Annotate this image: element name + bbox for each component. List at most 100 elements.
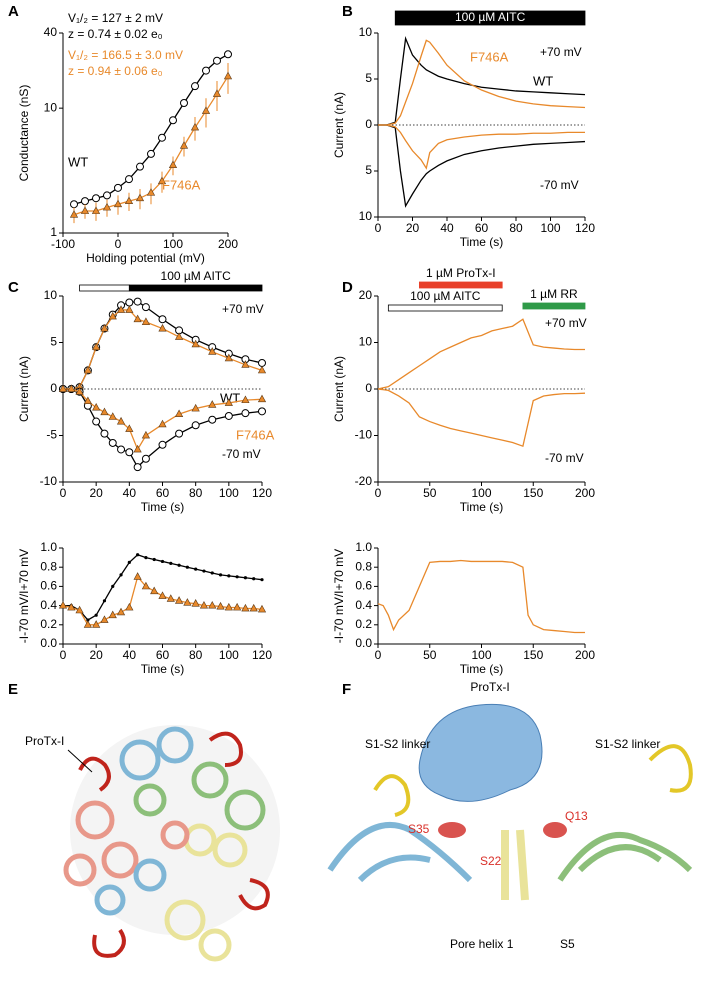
- x-tick-label: 40: [440, 221, 454, 235]
- x-tick-label: 60: [156, 648, 170, 662]
- marker: [108, 311, 117, 320]
- treatment-label: 1 µM RR: [530, 287, 578, 301]
- marker: [252, 577, 256, 581]
- marker: [116, 305, 126, 313]
- marker: [94, 613, 98, 617]
- treatment-bar: [387, 304, 503, 312]
- y-tick-label: 5: [365, 163, 372, 177]
- marker: [158, 315, 167, 324]
- y-tick-label: -10: [355, 428, 373, 442]
- y-axis-label: Conductance (nS): [17, 85, 31, 182]
- marker: [125, 424, 134, 432]
- marker: [92, 402, 101, 411]
- marker: [133, 572, 142, 580]
- marker: [133, 297, 142, 306]
- marker: [146, 188, 156, 196]
- y-tick-label: 0.6: [40, 579, 57, 593]
- marker: [116, 607, 126, 616]
- marker: [175, 429, 184, 438]
- treatment-label: 100 µM AITC: [410, 289, 481, 303]
- marker: [180, 98, 188, 107]
- structure-label: S1-S2 linker: [365, 737, 430, 751]
- y-tick-label: 0.4: [40, 598, 57, 612]
- marker: [108, 412, 117, 420]
- marker: [158, 591, 167, 599]
- treatment-bar: [128, 284, 263, 292]
- marker: [83, 620, 92, 628]
- x-tick-label: -100: [51, 237, 75, 251]
- marker: [199, 600, 209, 609]
- marker: [212, 89, 222, 97]
- y-tick-label: 0.6: [355, 579, 372, 593]
- treatment-label: 100 µM AITC: [161, 269, 232, 283]
- x-tick-label: 20: [89, 486, 103, 500]
- marker: [223, 71, 233, 80]
- x-tick-label: 20: [89, 648, 103, 662]
- y-tick-label: 1.0: [355, 540, 372, 554]
- marker: [158, 440, 167, 449]
- marker: [102, 599, 107, 603]
- marker: [114, 183, 122, 192]
- marker: [92, 194, 100, 203]
- linker: [373, 774, 411, 817]
- y-axis-label: Current (nA): [17, 356, 31, 422]
- marker: [158, 133, 166, 142]
- x-axis-label: Time (s): [460, 235, 504, 249]
- marker: [125, 305, 134, 313]
- panel-letter: D: [342, 279, 353, 296]
- structure-e: [63, 725, 280, 962]
- annotation: +70 mV: [222, 302, 264, 316]
- marker: [158, 419, 167, 428]
- y-tick-label: -10: [40, 474, 58, 488]
- marker: [168, 160, 178, 168]
- marker: [141, 581, 151, 590]
- helices: [63, 726, 266, 962]
- annotation: +70 mV: [545, 316, 587, 330]
- marker: [100, 407, 109, 416]
- series-line: [377, 318, 585, 390]
- x-tick-label: 50: [423, 486, 437, 500]
- annotation: -70 mV: [545, 451, 584, 465]
- series-line: [378, 39, 586, 126]
- marker: [183, 598, 192, 606]
- marker: [67, 602, 76, 611]
- y-axis-label: -I-70 mV/I+70 mV: [17, 549, 31, 643]
- marker: [177, 563, 181, 567]
- structure-label: S1-S2 linker: [595, 737, 660, 751]
- marker: [127, 560, 131, 565]
- x-tick-label: 60: [475, 221, 489, 235]
- x-tick-label: 120: [575, 221, 595, 235]
- x-tick-label: 60: [156, 486, 170, 500]
- marker: [224, 50, 232, 59]
- x-axis-label: Time (s): [141, 500, 185, 514]
- marker: [125, 175, 133, 184]
- marker: [135, 193, 145, 202]
- y-tick-label: 20: [359, 288, 373, 302]
- series-line: [378, 36, 586, 126]
- marker: [257, 394, 267, 403]
- marker: [136, 162, 144, 171]
- y-tick-label: 0.0: [40, 636, 57, 650]
- y-tick-label: 0.2: [355, 617, 372, 631]
- x-axis-label: Time (s): [141, 662, 185, 676]
- marker: [67, 384, 76, 392]
- marker: [150, 586, 159, 595]
- marker: [224, 353, 233, 362]
- marker: [235, 575, 239, 579]
- marker: [83, 396, 92, 404]
- marker: [174, 409, 184, 418]
- structure-label: Pore helix 1: [450, 937, 514, 951]
- y-tick-label: 10: [359, 209, 373, 223]
- helix: [327, 822, 473, 883]
- marker: [158, 323, 167, 332]
- marker: [100, 429, 109, 438]
- marker: [81, 197, 89, 206]
- helix: [557, 832, 693, 882]
- marker: [208, 415, 217, 424]
- structure-f: [327, 703, 693, 901]
- x-axis-label: Time (s): [460, 500, 504, 514]
- x-tick-label: 100: [540, 221, 560, 235]
- series-line: [378, 124, 585, 170]
- x-tick-label: 100: [471, 486, 491, 500]
- marker: [92, 417, 101, 426]
